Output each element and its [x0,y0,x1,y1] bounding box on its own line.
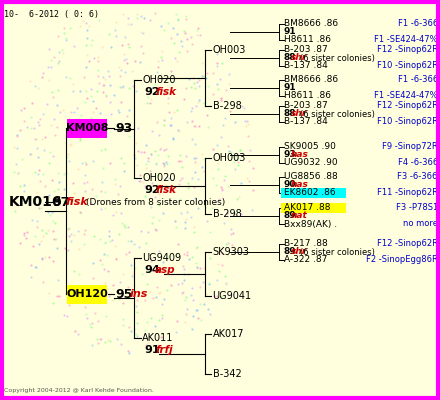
Text: 92: 92 [144,185,160,195]
Text: KM016: KM016 [9,195,62,209]
Text: fisk: fisk [155,185,176,195]
Text: 94: 94 [144,265,160,275]
Text: 91: 91 [284,84,297,92]
Text: 91: 91 [284,28,297,36]
Text: AK011: AK011 [142,333,173,343]
Text: F1 -6-366: F1 -6-366 [398,20,438,28]
Text: B-203 .87: B-203 .87 [284,102,327,110]
Text: OH003: OH003 [213,45,246,55]
Text: has: has [291,180,309,189]
Text: OH120: OH120 [66,289,108,299]
Text: BM8666 .86: BM8666 .86 [284,20,338,28]
Text: (6 sister colonies): (6 sister colonies) [300,248,375,256]
Text: 91: 91 [144,345,160,355]
Text: UG8856 .88: UG8856 .88 [284,172,337,181]
Text: fisk: fisk [65,197,88,207]
Text: F2 -SinopEgg86R: F2 -SinopEgg86R [366,256,438,264]
Text: shr: shr [291,248,307,256]
FancyBboxPatch shape [281,188,346,198]
Text: EK8602 .86: EK8602 .86 [284,188,335,197]
Text: SK9303: SK9303 [213,247,249,257]
Text: nat: nat [291,212,308,220]
Text: A-322 .87: A-322 .87 [284,256,327,264]
Text: F1 -SE424-47%: F1 -SE424-47% [374,36,438,44]
Text: OH020: OH020 [142,173,176,183]
Text: 88: 88 [284,110,296,118]
Text: Bxx89(AK) .: Bxx89(AK) . [284,220,337,228]
Text: 88: 88 [284,54,296,62]
FancyBboxPatch shape [67,285,107,304]
Text: OH020: OH020 [142,75,176,85]
Text: F1 -SE424-47%: F1 -SE424-47% [374,92,438,100]
Text: F3 -P78S1: F3 -P78S1 [396,204,438,212]
Text: UG9041: UG9041 [213,291,252,301]
Text: F12 -Sinop62R: F12 -Sinop62R [377,46,438,54]
Text: AK017 .88: AK017 .88 [284,204,330,212]
Text: 95: 95 [116,288,133,300]
Text: (6 sister colonies): (6 sister colonies) [300,110,375,118]
Text: B-203 .87: B-203 .87 [284,46,327,54]
Text: shr: shr [291,54,307,62]
Text: B-137 .84: B-137 .84 [284,62,327,70]
Text: 97: 97 [53,196,70,208]
FancyBboxPatch shape [281,203,346,213]
Text: H8611 .86: H8611 .86 [284,36,331,44]
Text: F11 -Sinop62R: F11 -Sinop62R [377,188,438,197]
Text: OH003: OH003 [213,153,246,163]
Text: B-298: B-298 [213,101,241,111]
Text: AK017: AK017 [213,329,244,339]
Text: 90: 90 [284,180,296,189]
Text: 89: 89 [284,212,297,220]
Text: 93: 93 [116,122,133,134]
FancyBboxPatch shape [67,119,107,138]
Text: B-217 .88: B-217 .88 [284,240,327,248]
Text: H8611 .86: H8611 .86 [284,92,331,100]
Text: (6 sister colonies): (6 sister colonies) [300,54,375,62]
Text: (Drones from 8 sister colonies): (Drones from 8 sister colonies) [86,198,225,206]
Text: KM008: KM008 [66,123,108,133]
Text: fisk: fisk [155,87,176,97]
Text: 10-  6-2012 ( 0: 6): 10- 6-2012 ( 0: 6) [4,10,99,19]
Text: F10 -Sinop62R: F10 -Sinop62R [377,62,438,70]
Text: F3 -6-366: F3 -6-366 [397,172,438,181]
Text: shr: shr [291,110,307,118]
Text: 89: 89 [284,248,297,256]
Text: F12 -Sinop62R: F12 -Sinop62R [377,240,438,248]
Text: no more: no more [403,220,438,228]
Text: B-298: B-298 [213,209,241,219]
Text: UG9032 .90: UG9032 .90 [284,158,337,167]
Text: F10 -Sinop62R: F10 -Sinop62R [377,118,438,126]
Text: B-137 .84: B-137 .84 [284,118,327,126]
Text: B-342: B-342 [213,369,241,379]
Text: ins: ins [130,289,148,299]
Text: asp: asp [155,265,176,275]
Text: SK9005 .90: SK9005 .90 [284,142,336,151]
Text: F12 -Sinop62R: F12 -Sinop62R [377,102,438,110]
Text: frfj: frfj [155,345,173,355]
Text: F9 -Sinop72R: F9 -Sinop72R [382,142,438,151]
Text: has: has [291,150,309,159]
Text: Copyright 2004-2012 @ Karl Kehde Foundation.: Copyright 2004-2012 @ Karl Kehde Foundat… [4,388,154,393]
Text: F4 -6-366: F4 -6-366 [398,158,438,167]
Text: F1 -6-366: F1 -6-366 [398,76,438,84]
Text: 92: 92 [144,87,160,97]
Text: UG9409: UG9409 [142,253,181,263]
Text: BM8666 .86: BM8666 .86 [284,76,338,84]
Text: 93: 93 [284,150,297,159]
